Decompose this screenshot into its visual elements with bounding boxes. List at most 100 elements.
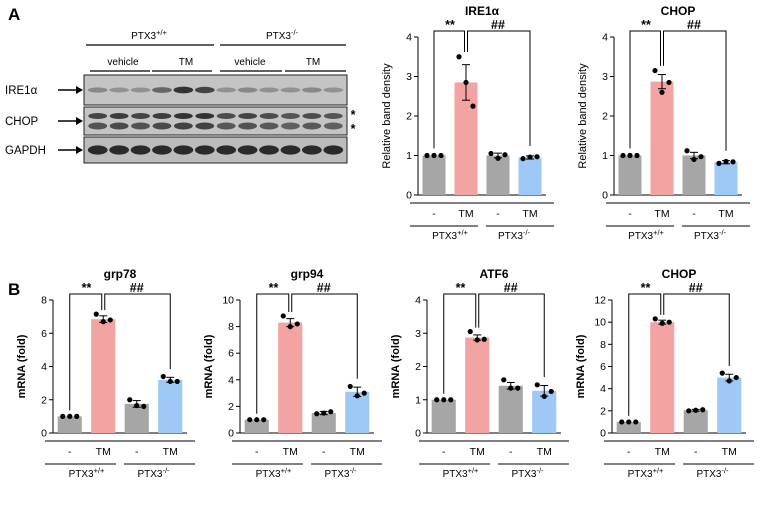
y-tick-label: 6 [228, 348, 234, 360]
blot-band [281, 122, 300, 130]
significance-label: ** [445, 18, 455, 32]
bar [486, 155, 510, 195]
data-point [534, 382, 540, 388]
blot-band [302, 87, 322, 93]
y-axis-label: mRNA (fold) [390, 334, 402, 398]
x-tick-label: TM [654, 208, 669, 220]
bar [57, 416, 82, 433]
data-point [141, 403, 147, 409]
significance-bracket [663, 30, 727, 151]
y-tick-label: 2 [415, 361, 421, 373]
y-tick-label: 1 [602, 150, 608, 162]
bar [682, 155, 706, 195]
data-point [723, 158, 729, 165]
data-point [548, 388, 554, 395]
y-tick-label: 0 [600, 428, 606, 440]
bar [158, 379, 183, 433]
y-tick-label: 4 [415, 295, 421, 307]
significance-bracket [467, 30, 531, 147]
data-point [619, 419, 625, 425]
significance-bracket [104, 293, 171, 369]
blot-band [195, 113, 215, 119]
blot-band [152, 113, 172, 119]
significance-label: ## [689, 281, 703, 295]
blot-band [131, 122, 150, 130]
blot-band-label: IRE1α [5, 85, 38, 97]
blot-band [173, 113, 193, 119]
data-point [431, 152, 437, 159]
data-point [448, 397, 454, 403]
y-tick-label: 2 [406, 111, 412, 123]
data-point [467, 328, 473, 335]
data-point [470, 103, 476, 109]
blot-band [216, 87, 237, 93]
data-point [174, 378, 180, 385]
western-blot: PTX3+/+ PTX3-/- vehicle TM vehicle TM IRE1α CHO… [5, 28, 356, 164]
panel-letter-b: B [8, 280, 20, 299]
data-point [100, 319, 106, 325]
x-tick-label: - [68, 446, 72, 458]
bar [431, 399, 456, 433]
data-point [354, 393, 360, 399]
data-point [60, 413, 66, 419]
data-point [620, 152, 626, 159]
y-tick-label: 1 [406, 150, 412, 162]
data-point [693, 407, 699, 413]
x-tick-label: TM [470, 446, 485, 458]
bar [278, 322, 303, 433]
group-label-ko: PTX3-/- [498, 228, 531, 242]
x-tick-label: TM [537, 446, 552, 458]
data-point [361, 390, 367, 396]
data-point [481, 336, 487, 342]
blot-band [109, 145, 129, 155]
blot-band [152, 145, 172, 155]
x-tick-label: - [692, 208, 696, 220]
group-label-wt: PTX3+/+ [69, 466, 105, 480]
blot-band [130, 145, 151, 155]
x-tick-label: TM [163, 446, 178, 458]
blot-band [109, 87, 129, 93]
y-tick-label: 2 [602, 111, 608, 123]
blot-band [194, 86, 215, 94]
data-point [261, 417, 267, 423]
x-tick-label: TM [522, 208, 537, 220]
blot-band [281, 113, 300, 119]
y-tick-label: 3 [602, 71, 608, 83]
blot-band-label: CHOP [5, 116, 39, 128]
x-tick-label: - [432, 208, 436, 220]
group-label-wt: PTX3+/+ [443, 466, 479, 480]
chart-title: IRE1α [465, 4, 500, 18]
bar [717, 377, 742, 433]
chart-qpcr-atf6: 0 1 2 3 4 mRNA (fold) ATF6 ** ## - TM - TM PTX3+/+ PTX… [390, 267, 569, 480]
data-point [495, 155, 501, 161]
blot-band [109, 122, 129, 130]
nonspecific-band-mark: * [351, 108, 356, 122]
significance-label: ** [82, 281, 92, 295]
data-point [698, 154, 704, 160]
data-point [280, 313, 286, 319]
data-point [684, 148, 690, 154]
blot-band [131, 113, 150, 119]
data-point [328, 409, 334, 415]
x-tick-label: - [322, 446, 326, 458]
blot-band [173, 122, 193, 130]
blot-membrane [83, 74, 348, 106]
blot-band [323, 145, 344, 155]
blot-group-label-ko: PTX3-/- [266, 28, 299, 42]
blot-band [216, 122, 236, 130]
y-axis-label: mRNA (fold) [575, 334, 587, 398]
data-point [508, 385, 514, 391]
y-axis-label: mRNA (fold) [16, 334, 28, 398]
significance-label: ** [456, 281, 466, 295]
blot-band [280, 145, 301, 155]
bar [91, 319, 116, 433]
data-point [456, 54, 462, 60]
data-point [160, 373, 166, 380]
data-point [666, 79, 672, 86]
data-point [247, 417, 253, 423]
blot-band [216, 113, 236, 119]
blot-arrow-head [76, 146, 83, 154]
blot-band [323, 113, 343, 119]
data-point [733, 374, 739, 381]
group-label-ko: PTX3-/- [694, 228, 727, 242]
